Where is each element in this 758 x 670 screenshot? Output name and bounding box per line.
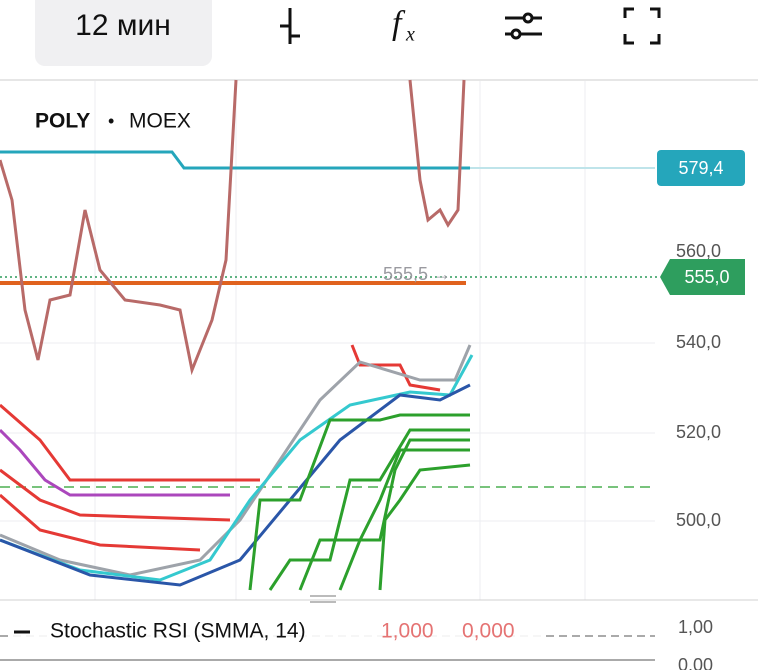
price-marker: 555,5 → xyxy=(383,264,451,284)
indicator-name: Stochastic RSI (SMMA, 14) xyxy=(50,620,306,643)
current-price-tag-label: 555,0 xyxy=(684,267,729,287)
price-axis-label: 540,0 xyxy=(676,332,721,352)
settings-icon[interactable] xyxy=(505,12,542,40)
upper-level-line xyxy=(0,150,470,170)
upper-price-tag xyxy=(657,150,745,186)
chart-grid xyxy=(0,81,655,600)
envelope-line xyxy=(0,79,238,376)
current-price-tag xyxy=(660,259,745,295)
red-bands xyxy=(0,344,441,552)
indicator-legend-bg xyxy=(8,614,541,650)
indicator-value-k: 1,000 xyxy=(381,620,434,643)
indicator-axis-label: 1,00 xyxy=(678,617,713,637)
interval-button[interactable] xyxy=(35,0,212,66)
price-axis-label: 560,0 xyxy=(676,241,721,261)
symbol-separator: • xyxy=(108,111,114,131)
envelope-line-2 xyxy=(408,79,466,228)
price-axis-label: 520,0 xyxy=(676,422,721,442)
symbol: POLY xyxy=(35,110,90,133)
function-icon-sub: x xyxy=(405,24,415,46)
upper-price-tag-label: 579,4 xyxy=(678,158,723,178)
interval-label: 12 мин xyxy=(75,9,171,42)
crosshair-icon[interactable] xyxy=(280,8,300,44)
fullscreen-icon[interactable] xyxy=(623,7,661,45)
exchange: MOEX xyxy=(129,110,191,133)
price-axis-label: 500,0 xyxy=(676,510,721,530)
indicator-axis-label: 0,00 xyxy=(678,655,713,670)
green-bands xyxy=(248,413,471,591)
indicator-value-d: 0,000 xyxy=(462,620,515,643)
